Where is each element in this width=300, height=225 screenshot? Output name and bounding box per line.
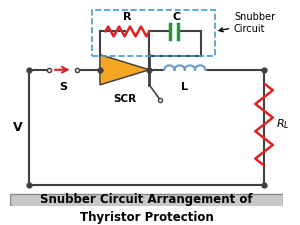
Text: S: S <box>59 82 67 92</box>
Text: R: R <box>123 12 132 22</box>
Text: $R_L$: $R_L$ <box>276 117 290 131</box>
Text: Snubber Circuit Arrangement of
Thyristor Protection: Snubber Circuit Arrangement of Thyristor… <box>40 193 253 224</box>
Text: L: L <box>181 82 188 92</box>
Polygon shape <box>100 55 149 85</box>
FancyBboxPatch shape <box>10 194 283 222</box>
Text: C: C <box>172 12 181 22</box>
Text: Snubber
Circuit: Snubber Circuit <box>219 12 275 34</box>
Text: SCR: SCR <box>113 94 136 104</box>
Text: V: V <box>13 121 23 134</box>
